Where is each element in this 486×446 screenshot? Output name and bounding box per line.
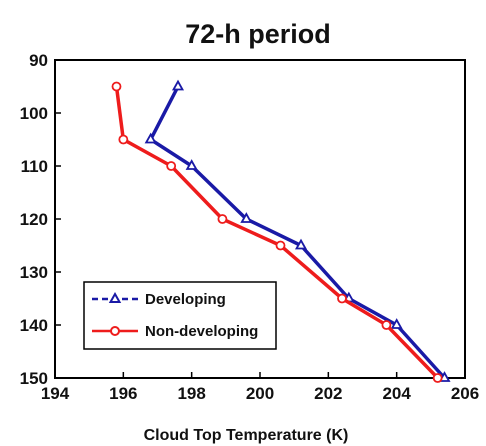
x-tick-label: 196: [109, 384, 137, 403]
chart-title: 72-h period: [185, 19, 331, 49]
data-point-non-developing: [337, 293, 347, 304]
data-point-non-developing: [381, 320, 392, 330]
x-tick-label: 204: [382, 384, 411, 403]
x-tick-label: 206: [451, 384, 479, 403]
data-point-developing: [240, 212, 253, 223]
data-point-non-developing: [217, 214, 228, 224]
data-point-developing: [294, 238, 308, 250]
legend-triangle-marker-icon: [108, 291, 122, 303]
series-line-non-developing: [114, 86, 439, 380]
series-line-developing: [148, 85, 446, 380]
x-tick-label: 198: [177, 384, 205, 403]
data-point-non-developing: [166, 161, 177, 171]
data-point-non-developing: [111, 81, 122, 92]
data-point-developing: [171, 79, 185, 91]
y-tick-label: 90: [29, 51, 48, 70]
x-axis-label: Cloud Top Temperature (K): [144, 427, 349, 444]
data-point-non-developing: [432, 373, 443, 383]
y-tick-label: 140: [20, 316, 48, 335]
axis-ticks: 194 196 198 200 202 204 206 90 100 110 120 130 140 15…: [20, 51, 480, 403]
y-tick-label: 110: [21, 157, 48, 176]
x-tick-label: 200: [246, 384, 274, 403]
legend-box: [83, 281, 277, 350]
series-layer: [111, 79, 451, 383]
data-point-developing: [144, 132, 157, 144]
legend-label-non-developing: Non-developing: [145, 323, 258, 340]
data-point-developing: [185, 159, 198, 170]
x-tick-label: 194: [41, 384, 70, 403]
y-tick-label: 120: [20, 210, 48, 229]
y-tick-label: 130: [20, 263, 48, 282]
legend-circle-marker-icon: [110, 326, 120, 336]
y-tick-label: 150: [20, 369, 48, 388]
legend: Developing Non-developing: [83, 281, 277, 350]
y-tick-label: 100: [20, 104, 48, 123]
legend-label-developing: Developing: [145, 291, 226, 308]
data-point-non-developing: [118, 134, 129, 145]
data-point-non-developing: [275, 240, 286, 251]
data-point-developing: [390, 318, 403, 329]
x-tick-label: 202: [314, 384, 342, 403]
